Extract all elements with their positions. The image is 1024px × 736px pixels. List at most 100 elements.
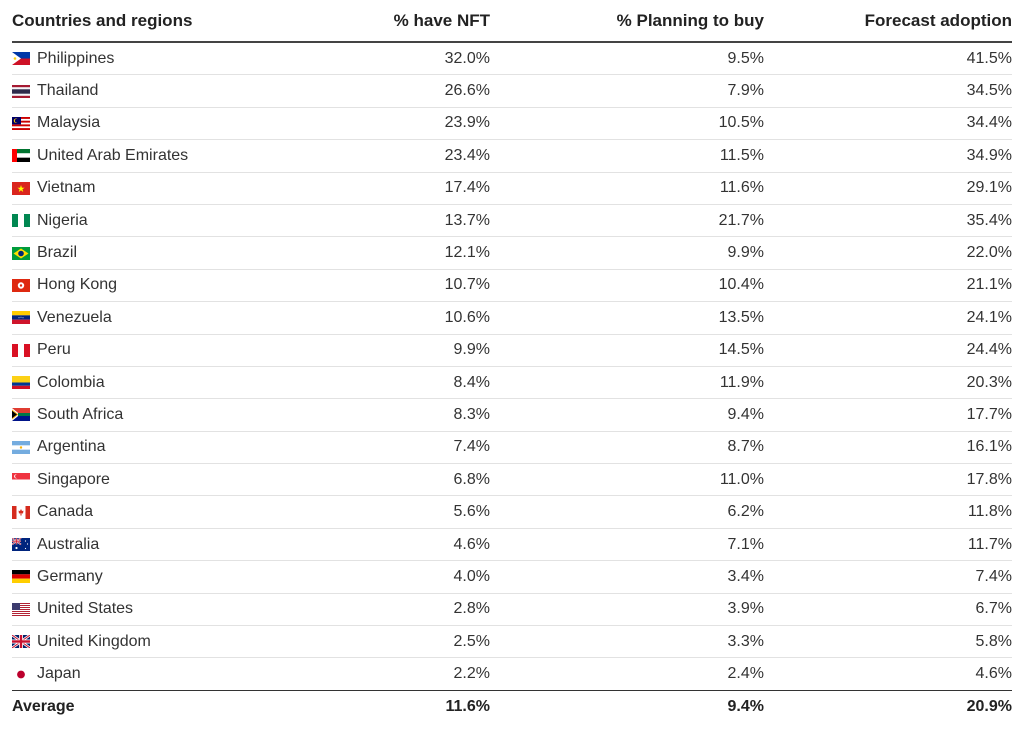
planning-value: 11.0%	[490, 463, 764, 497]
country-cell: Thailand	[12, 74, 352, 108]
forecast-value: 35.4%	[764, 204, 1012, 238]
australia-flag-icon	[12, 538, 30, 552]
country-name: Singapore	[37, 470, 110, 488]
average-forecast: 20.9%	[764, 689, 1012, 724]
average-planning: 9.4%	[490, 689, 764, 724]
country-label-wrap: Argentina	[12, 438, 352, 456]
have-nft-value: 12.1%	[352, 236, 490, 270]
country-label-wrap: Vietnam	[12, 179, 352, 197]
country-cell: Hong Kong	[12, 269, 352, 303]
have-nft-value: 13.7%	[352, 204, 490, 238]
planning-value: 9.4%	[490, 398, 764, 432]
colombia-flag-icon	[12, 376, 30, 390]
country-cell: Venezuela	[12, 301, 352, 335]
planning-value: 7.1%	[490, 528, 764, 562]
planning-value: 11.6%	[490, 172, 764, 205]
country-label-wrap: Philippines	[12, 50, 352, 68]
country-label-wrap: United States	[12, 600, 352, 618]
argentina-flag-icon	[12, 440, 30, 454]
table-row: Japan 2.2% 2.4% 4.6%	[12, 657, 1012, 691]
table-body: Philippines 32.0% 9.5% 41.5% Thailand 26.6% 7.…	[12, 42, 1012, 691]
country-label-wrap: Canada	[12, 503, 352, 521]
country-label-wrap: Singapore	[12, 471, 352, 489]
country-name: Thailand	[37, 82, 99, 100]
country-name: Vietnam	[37, 179, 96, 197]
table-row: Venezuela 10.6% 13.5% 24.1%	[12, 301, 1012, 335]
planning-value: 3.9%	[490, 593, 764, 627]
country-label-wrap: Venezuela	[12, 309, 352, 327]
have-nft-value: 9.9%	[352, 334, 490, 367]
country-name: Malaysia	[37, 114, 101, 132]
have-nft-value: 6.8%	[352, 463, 490, 497]
have-nft-value: 10.7%	[352, 269, 490, 303]
singapore-flag-icon	[12, 473, 30, 487]
header-planning-to-buy[interactable]: % Planning to buy	[490, 0, 764, 43]
table-row: Thailand 26.6% 7.9% 34.5%	[12, 74, 1012, 108]
country-name: Hong Kong	[37, 276, 118, 294]
table-row: Malaysia 23.9% 10.5% 34.4%	[12, 107, 1012, 141]
country-name: United Arab Emirates	[37, 146, 189, 164]
header-have-nft[interactable]: % have NFT	[352, 0, 490, 43]
country-name: Philippines	[37, 49, 115, 67]
have-nft-value: 17.4%	[352, 172, 490, 205]
table-row: United States 2.8% 3.9% 6.7%	[12, 593, 1012, 627]
country-cell: Philippines	[12, 42, 352, 76]
country-label-wrap: Australia	[12, 536, 352, 554]
country-name: Japan	[37, 665, 81, 683]
country-label-wrap: Japan	[12, 665, 352, 683]
forecast-value: 34.4%	[764, 107, 1012, 141]
nigeria-flag-icon	[12, 214, 30, 228]
planning-value: 13.5%	[490, 301, 764, 335]
japan-flag-icon	[12, 667, 30, 681]
country-cell: Argentina	[12, 431, 352, 465]
have-nft-value: 8.3%	[352, 398, 490, 432]
country-label-wrap: Thailand	[12, 82, 352, 100]
vietnam-flag-icon	[12, 181, 30, 195]
forecast-value: 22.0%	[764, 236, 1012, 270]
country-name: Australia	[37, 535, 100, 553]
planning-value: 3.4%	[490, 560, 764, 594]
forecast-value: 24.1%	[764, 301, 1012, 335]
forecast-value: 16.1%	[764, 431, 1012, 465]
table-row: Argentina 7.4% 8.7% 16.1%	[12, 431, 1012, 465]
planning-value: 11.5%	[490, 139, 764, 173]
table-row: Canada 5.6% 6.2% 11.8%	[12, 495, 1012, 529]
country-cell: Japan	[12, 657, 352, 691]
country-name: United Kingdom	[37, 632, 151, 650]
uae-flag-icon	[12, 149, 30, 163]
have-nft-value: 5.6%	[352, 495, 490, 529]
average-row: Average 11.6% 9.4% 20.9%	[12, 689, 1012, 724]
planning-value: 10.5%	[490, 107, 764, 141]
table-row: Australia 4.6% 7.1% 11.7%	[12, 528, 1012, 562]
united-states-flag-icon	[12, 602, 30, 616]
header-countries[interactable]: Countries and regions	[12, 0, 352, 43]
forecast-value: 21.1%	[764, 269, 1012, 303]
table-row: Philippines 32.0% 9.5% 41.5%	[12, 42, 1012, 76]
country-cell: Brazil	[12, 236, 352, 270]
canada-flag-icon	[12, 505, 30, 519]
forecast-value: 7.4%	[764, 560, 1012, 594]
country-label-wrap: Malaysia	[12, 114, 352, 132]
planning-value: 9.5%	[490, 42, 764, 76]
country-label-wrap: Germany	[12, 568, 352, 586]
have-nft-value: 8.4%	[352, 366, 490, 400]
peru-flag-icon	[12, 343, 30, 357]
have-nft-value: 2.8%	[352, 593, 490, 627]
table-row: Germany 4.0% 3.4% 7.4%	[12, 560, 1012, 594]
forecast-value: 17.7%	[764, 398, 1012, 432]
country-label-wrap: Hong Kong	[12, 276, 352, 294]
malaysia-flag-icon	[12, 116, 30, 130]
forecast-value: 4.6%	[764, 657, 1012, 691]
forecast-value: 34.5%	[764, 74, 1012, 108]
united-kingdom-flag-icon	[12, 635, 30, 649]
have-nft-value: 26.6%	[352, 74, 490, 108]
country-cell: Colombia	[12, 366, 352, 400]
country-cell: Malaysia	[12, 107, 352, 141]
forecast-value: 29.1%	[764, 172, 1012, 205]
country-name: Colombia	[37, 373, 105, 391]
forecast-value: 5.8%	[764, 625, 1012, 659]
header-forecast-adoption[interactable]: Forecast adoption	[764, 0, 1012, 43]
planning-value: 7.9%	[490, 74, 764, 108]
country-cell: Canada	[12, 495, 352, 529]
south-africa-flag-icon	[12, 408, 30, 422]
